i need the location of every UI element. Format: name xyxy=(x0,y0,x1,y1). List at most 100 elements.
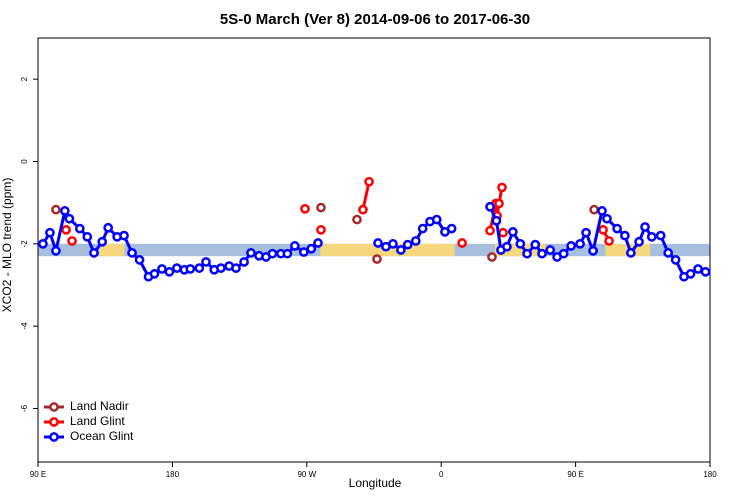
y-tick-label: 2 xyxy=(20,76,29,81)
data-point xyxy=(485,225,495,236)
legend-marker xyxy=(49,417,59,427)
data-point xyxy=(497,182,507,193)
data-point xyxy=(545,245,556,255)
data-point xyxy=(67,236,77,246)
chart-title: 5S-0 March (Ver 8) 2014-09-06 to 2017-06… xyxy=(220,11,530,28)
land-band xyxy=(99,243,125,257)
data-point xyxy=(655,230,666,241)
data-point xyxy=(640,222,650,232)
data-point xyxy=(700,266,711,277)
data-point xyxy=(685,269,696,279)
data-point xyxy=(149,269,160,279)
data-point xyxy=(51,245,61,256)
legend-marker xyxy=(49,402,59,412)
data-point xyxy=(164,266,175,277)
data-point xyxy=(522,248,532,259)
data-point xyxy=(598,224,608,235)
data-point xyxy=(537,248,547,259)
data-point xyxy=(282,248,293,259)
x-tick-label: 180 xyxy=(166,470,180,479)
data-point xyxy=(530,239,541,250)
data-point xyxy=(597,206,607,216)
data-point xyxy=(64,213,75,224)
data-point xyxy=(693,264,703,274)
y-tick-label: -2 xyxy=(20,240,29,248)
data-point xyxy=(298,247,309,257)
data-point xyxy=(515,238,526,249)
data-point xyxy=(74,223,85,234)
data-point xyxy=(134,255,145,265)
data-point xyxy=(604,236,614,246)
data-point xyxy=(290,241,300,251)
data-point xyxy=(502,241,512,252)
data-point xyxy=(45,227,55,238)
data-point xyxy=(231,263,241,273)
data-point xyxy=(157,264,167,274)
data-point xyxy=(491,215,502,226)
data-point xyxy=(267,248,278,259)
x-tick-label: 0 xyxy=(439,470,444,479)
y-tick-label: 0 xyxy=(20,159,29,164)
data-point xyxy=(410,236,421,246)
legend-marker xyxy=(49,432,59,442)
data-point xyxy=(487,252,497,262)
data-point xyxy=(581,227,591,238)
data-point xyxy=(364,176,374,187)
data-point xyxy=(588,245,598,256)
data-point xyxy=(60,206,70,216)
data-point xyxy=(306,243,317,254)
data-point xyxy=(575,238,585,249)
plot-frame xyxy=(37,37,711,463)
legend-label: Ocean Glint xyxy=(70,429,134,443)
data-point xyxy=(51,204,61,215)
data-point xyxy=(589,204,599,215)
data-point xyxy=(602,213,612,224)
data-point xyxy=(417,223,428,234)
x-tick-label: 90 W xyxy=(297,470,316,479)
legend-label: Land Glint xyxy=(70,414,125,428)
data-point xyxy=(634,236,644,247)
data-point xyxy=(61,224,71,235)
data-point xyxy=(558,248,569,259)
data-point xyxy=(300,203,310,214)
data-point xyxy=(612,223,622,234)
data-point xyxy=(620,230,630,241)
data-point xyxy=(185,264,196,274)
data-point xyxy=(316,202,326,213)
data-point xyxy=(352,214,362,225)
data-point xyxy=(388,238,398,249)
data-point xyxy=(485,201,495,212)
data-point xyxy=(494,198,504,209)
data-point xyxy=(670,255,681,265)
data-point xyxy=(372,254,382,264)
data-point xyxy=(216,263,226,273)
data-point xyxy=(82,231,93,242)
y-tick-label: -6 xyxy=(20,404,29,412)
data-point xyxy=(194,263,205,273)
data-point xyxy=(508,227,518,237)
data-point xyxy=(457,238,467,248)
data-point xyxy=(498,227,508,238)
x-axis-label: Longitude xyxy=(349,476,402,490)
data-point xyxy=(119,230,129,241)
data-point xyxy=(396,245,406,255)
data-point xyxy=(103,222,114,233)
data-point xyxy=(89,248,99,258)
y-axis-label: XCO2 - MLO trend (ppm) xyxy=(0,178,14,313)
data-point xyxy=(663,248,674,258)
x-tick-label: 90 E xyxy=(567,470,583,479)
data-point xyxy=(97,236,108,247)
data-point xyxy=(246,248,256,258)
data-point xyxy=(446,223,457,234)
data-point xyxy=(172,263,182,273)
y-tick-label: -4 xyxy=(20,322,29,330)
legend-label: Land Nadir xyxy=(70,399,129,413)
x-tick-label: 90 E xyxy=(30,470,46,479)
data-point xyxy=(38,238,48,249)
data-point xyxy=(566,241,576,251)
data-point xyxy=(626,248,636,258)
data-point xyxy=(313,238,323,248)
x-tick-label: 180 xyxy=(703,470,717,479)
data-point xyxy=(402,239,413,250)
